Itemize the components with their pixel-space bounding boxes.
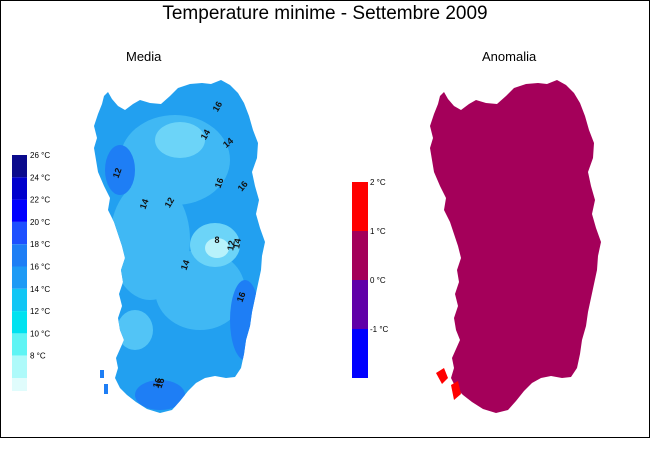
- anomalia-legend-label: 1 °C: [370, 227, 386, 236]
- anomalia-map-title: Anomalia: [482, 49, 537, 64]
- media-map-title: Media: [126, 49, 162, 64]
- media-legend-swatch: [12, 199, 27, 222]
- media-legend-swatch: [12, 221, 27, 245]
- isotherm-label: 14: [199, 128, 213, 142]
- isotherm-label: 14: [138, 198, 151, 211]
- anomalia-map-island: [430, 80, 601, 413]
- anomalia-legend: 2 °C 1 °C 0 °C -1 °C: [352, 178, 389, 378]
- anomalia-legend-label: 2 °C: [370, 178, 386, 187]
- anomalia-legend-swatch: [352, 329, 368, 378]
- media-legend-swatch: [12, 177, 27, 200]
- isotherm-label: 12: [225, 240, 237, 252]
- media-legend-swatch: [12, 155, 27, 178]
- media-map: [94, 80, 265, 413]
- isotherm-label: 16: [213, 177, 226, 190]
- isotherm-label: 14: [231, 238, 243, 250]
- media-map-zones: [105, 115, 260, 410]
- isotherm-label: 8: [214, 235, 219, 245]
- media-islet: [104, 384, 108, 394]
- page-title: Temperature minime - Settembre 2009: [162, 3, 488, 24]
- media-legend-swatch: [12, 378, 27, 391]
- media-legend-swatch: [12, 244, 27, 267]
- media-legend: 26 °C 24 °C 22 °C 20 °C 18 °C 16 °C 14 °C 12 °C…: [12, 151, 50, 391]
- media-legend-label: 24 °C: [30, 173, 50, 182]
- media-legend-label: 14 °C: [30, 285, 50, 294]
- media-legend-label: 12 °C: [30, 307, 50, 316]
- anomalia-hot-zone: [436, 368, 448, 384]
- media-legend-label: 10 °C: [30, 329, 50, 338]
- media-legend-label: 20 °C: [30, 218, 50, 227]
- anomalia-map: [430, 80, 601, 413]
- isotherm-label: 14: [179, 259, 192, 272]
- media-legend-label: 8 °C: [30, 352, 46, 361]
- media-islet: [100, 370, 104, 378]
- media-legend-swatch: [12, 333, 27, 356]
- anomalia-legend-label: 0 °C: [370, 276, 386, 285]
- isotherm-label: 12: [163, 196, 177, 210]
- anomalia-hot-zone: [451, 381, 461, 400]
- media-legend-swatch: [12, 266, 27, 289]
- isotherm-label: 14: [221, 136, 235, 150]
- anomalia-legend-label: -1 °C: [370, 325, 389, 334]
- media-legend-swatch: [12, 311, 27, 334]
- anomalia-legend-swatch: [352, 182, 368, 231]
- anomalia-legend-swatch: [352, 280, 368, 329]
- media-legend-swatch: [12, 355, 27, 378]
- isotherm-label: 16: [236, 179, 250, 193]
- isotherm-label: 16: [211, 100, 225, 114]
- media-legend-swatch: [12, 288, 27, 312]
- anomalia-legend-swatch: [352, 231, 368, 280]
- media-legend-label: 26 °C: [30, 151, 50, 160]
- media-legend-label: 18 °C: [30, 240, 50, 249]
- isotherm-label: 16: [235, 291, 248, 304]
- isotherm-label: 12: [111, 167, 124, 180]
- isotherm-label: 16: [151, 377, 164, 390]
- media-legend-label: 16 °C: [30, 263, 50, 272]
- media-legend-label: 22 °C: [30, 196, 50, 205]
- isotherm-label: 16: [154, 377, 167, 390]
